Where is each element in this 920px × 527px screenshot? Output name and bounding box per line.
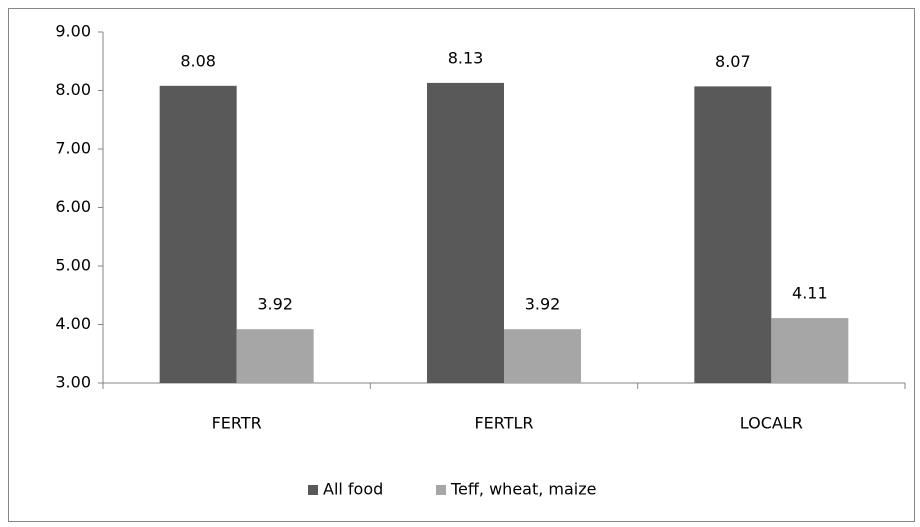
legend-label: All food — [323, 480, 383, 499]
y-tick-label: 9.00 — [55, 22, 91, 41]
data-label: 3.92 — [525, 295, 561, 314]
data-label: 4.11 — [792, 284, 828, 303]
x-tick-label: FERTR — [212, 414, 262, 433]
data-label: 8.07 — [715, 52, 751, 71]
legend-label: Teff, wheat, maize — [450, 480, 597, 499]
legend-swatch — [308, 485, 318, 495]
bar — [504, 329, 581, 383]
y-tick-label: 6.00 — [55, 197, 91, 216]
x-tick-label: FERTLR — [474, 414, 533, 433]
bar — [236, 329, 314, 383]
bar — [694, 86, 772, 383]
bar — [427, 82, 504, 384]
y-tick-label: 8.00 — [55, 80, 91, 99]
y-tick-label: 7.00 — [55, 139, 91, 158]
y-tick-label: 5.00 — [55, 256, 91, 275]
data-label: 8.13 — [448, 48, 484, 67]
y-tick-label: 4.00 — [55, 314, 91, 333]
y-tick-label: 3.00 — [55, 373, 91, 392]
bar — [771, 318, 849, 383]
bar — [159, 85, 237, 383]
legend-swatch — [436, 485, 446, 495]
data-label: 3.92 — [257, 295, 293, 314]
x-tick-label: LOCALR — [740, 414, 803, 433]
data-label: 8.08 — [180, 51, 216, 70]
